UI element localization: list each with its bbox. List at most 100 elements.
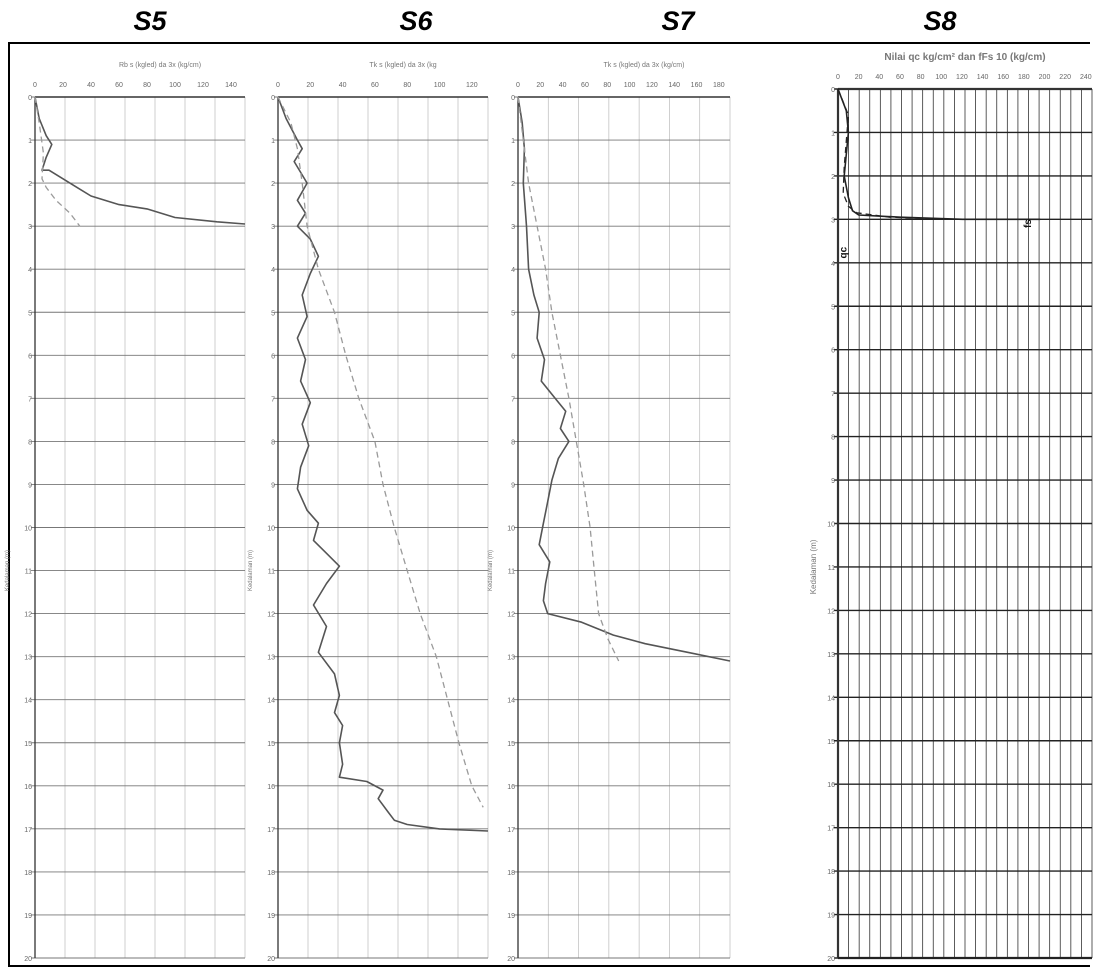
y-tick-label: 0 [28, 95, 32, 102]
x-tick-label: 180 [1018, 74, 1030, 81]
series-line-solid [837, 88, 1041, 221]
x-tick-label: 100 [434, 82, 446, 89]
y-axis-title: Kedalaman (m) [248, 550, 254, 591]
x-tick-label: 180 [713, 82, 725, 89]
y-tick-label: 19 [267, 913, 275, 920]
y-tick-label: 19 [24, 913, 32, 920]
y-tick-label: 18 [827, 869, 835, 876]
y-tick-label: 6 [511, 353, 515, 360]
panel-title-s8: S8 [923, 6, 957, 36]
x-tick-label: 120 [956, 74, 968, 81]
y-tick-label: 3 [831, 217, 835, 224]
x-tick-label: 20 [855, 74, 863, 81]
y-tick-label: 3 [511, 224, 515, 231]
x-tick-label: 20 [59, 82, 67, 89]
y-tick-label: 19 [507, 913, 515, 920]
annotation-label: qc [838, 246, 849, 258]
y-tick-label: 6 [271, 353, 275, 360]
y-tick-label: 8 [831, 435, 835, 442]
y-tick-label: 5 [28, 310, 32, 317]
x-axis-title: Tk s (kgled) da 3x (kg/cm) [604, 62, 685, 69]
y-tick-label: 16 [267, 784, 275, 791]
x-tick-label: 60 [896, 74, 904, 81]
y-tick-label: 13 [827, 652, 835, 659]
x-tick-label: 0 [836, 74, 840, 81]
y-tick-label: 20 [507, 956, 515, 963]
y-tick-label: 7 [28, 396, 32, 403]
series-line-solid [517, 96, 731, 662]
y-tick-label: 8 [28, 439, 32, 446]
y-tick-label: 8 [271, 439, 275, 446]
y-tick-label: 4 [831, 261, 835, 268]
y-tick-label: 9 [511, 482, 515, 489]
y-tick-label: 19 [827, 913, 835, 920]
y-tick-label: 4 [511, 267, 515, 274]
y-tick-label: 20 [267, 956, 275, 963]
y-tick-label: 17 [827, 826, 835, 833]
y-tick-label: 2 [271, 181, 275, 188]
y-tick-label: 1 [28, 138, 32, 145]
y-tick-label: 3 [28, 224, 32, 231]
y-tick-label: 15 [267, 741, 275, 748]
y-tick-label: 17 [267, 827, 275, 834]
y-tick-label: 4 [28, 267, 32, 274]
y-tick-label: 1 [511, 138, 515, 145]
x-tick-label: 20 [306, 82, 314, 89]
x-tick-label: 40 [875, 74, 883, 81]
y-tick-label: 9 [831, 478, 835, 485]
y-tick-label: 12 [827, 608, 835, 615]
y-tick-label: 20 [24, 956, 32, 963]
y-tick-label: 2 [511, 181, 515, 188]
x-tick-label: 120 [466, 82, 478, 89]
x-tick-label: 60 [371, 82, 379, 89]
x-tick-label: 0 [516, 82, 520, 89]
y-tick-label: 17 [507, 827, 515, 834]
y-tick-label: 18 [267, 870, 275, 877]
y-tick-label: 1 [831, 130, 835, 137]
y-tick-label: 14 [507, 698, 515, 705]
y-axis-title: Kedalaman (m) [488, 550, 494, 591]
y-tick-label: 20 [827, 956, 835, 963]
y-tick-label: 11 [508, 569, 515, 576]
y-tick-label: 14 [24, 698, 32, 705]
x-axis-title: Rb s (kgled) da 3x (kg/cm) [119, 62, 201, 69]
chart-s7: 0 20 40 60 80 100 120 140 160 1800123456789101112… [488, 62, 731, 963]
x-tick-label: 20 [536, 82, 544, 89]
series-line-solid [277, 96, 489, 832]
y-tick-label: 0 [271, 95, 275, 102]
y-tick-label: 0 [511, 95, 515, 102]
y-tick-label: 5 [831, 304, 835, 311]
y-tick-label: 18 [507, 870, 515, 877]
x-tick-label: 80 [917, 74, 925, 81]
y-tick-label: 7 [511, 396, 515, 403]
y-tick-label: 12 [507, 612, 515, 619]
y-tick-label: 8 [511, 439, 515, 446]
panel-title-s5: S5 [133, 6, 167, 36]
y-tick-label: 13 [267, 655, 275, 662]
x-tick-label: 40 [559, 82, 567, 89]
y-tick-label: 7 [271, 396, 275, 403]
y-tick-label: 16 [24, 784, 32, 791]
y-tick-label: 17 [24, 827, 32, 834]
x-tick-label: 60 [115, 82, 123, 89]
x-tick-label: 100 [169, 82, 181, 89]
x-tick-label: 40 [339, 82, 347, 89]
x-tick-label: 240 [1080, 74, 1092, 81]
x-tick-label: 140 [225, 82, 237, 89]
x-tick-label: 60 [581, 82, 589, 89]
x-tick-label: 100 [624, 82, 636, 89]
y-tick-label: 16 [827, 782, 835, 789]
y-tick-label: 11 [268, 569, 275, 576]
y-tick-label: 16 [507, 784, 515, 791]
x-tick-label: 200 [1039, 74, 1051, 81]
series-line-dashed [837, 88, 1041, 220]
series-line-dashed [277, 96, 484, 808]
x-tick-label: 220 [1059, 74, 1071, 81]
x-tick-label: 120 [197, 82, 209, 89]
x-tick-label: 140 [668, 82, 680, 89]
y-tick-label: 5 [271, 310, 275, 317]
y-tick-label: 11 [25, 569, 32, 576]
x-tick-label: 120 [646, 82, 658, 89]
y-tick-label: 15 [507, 741, 515, 748]
